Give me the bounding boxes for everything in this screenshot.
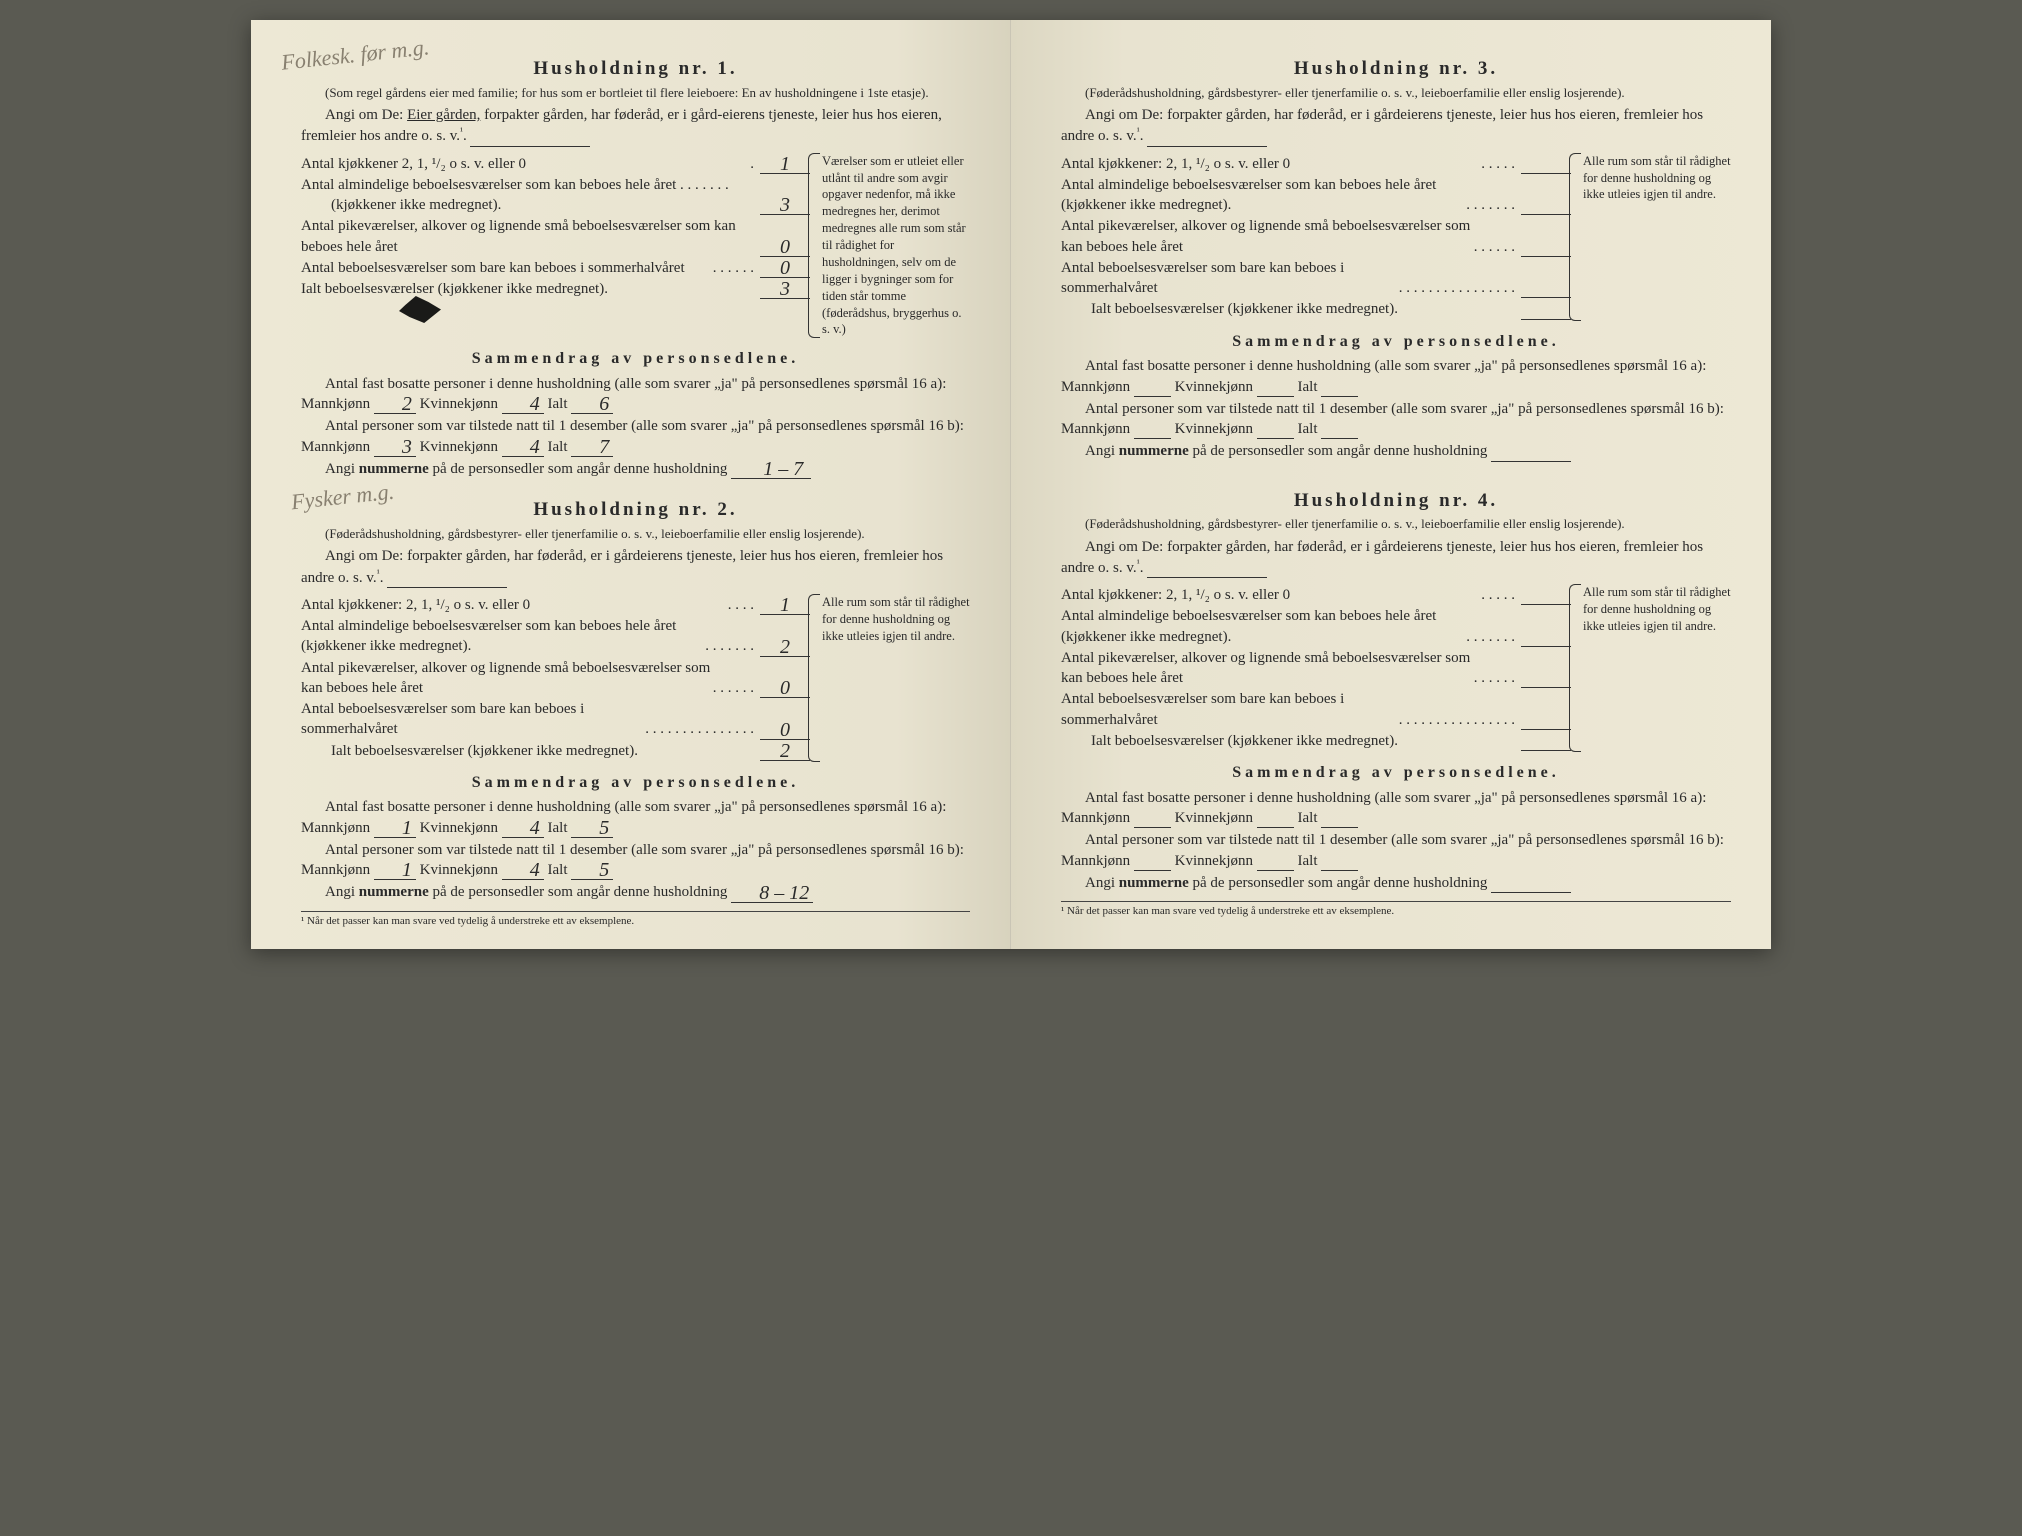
kvinne-value: 4: [502, 438, 544, 457]
summary-row: Antal fast bosatte personer i denne hush…: [1061, 356, 1731, 397]
brace-icon: [808, 153, 820, 339]
nummer-row: Angi nummerne på de personsedler som ang…: [1061, 873, 1731, 893]
nummer-row: Angi nummerne på de personsedler som ang…: [301, 882, 970, 902]
side-note: Alle rum som står til rådighet for denne…: [1571, 584, 1731, 752]
count-row: Antal pikeværelser, alkover og lignende …: [301, 658, 810, 699]
summary-row: Antal personer som var tilstede natt til…: [301, 416, 970, 457]
mann-value: 3: [374, 438, 416, 457]
row-value: 3: [760, 197, 810, 215]
right-page: Husholdning nr. 3. (Føderådshusholdning,…: [1011, 20, 1771, 949]
side-note: Alle rum som står til rådighet for denne…: [810, 594, 970, 762]
count-row: Antal beboelsesværelser som bare kan beb…: [301, 258, 810, 278]
brace-icon: [808, 594, 820, 762]
summary-row: Antal fast bosatte personer i denne hush…: [301, 797, 970, 838]
count-row: Antal almindelige beboelsesværelser som …: [301, 175, 810, 216]
room-counts-block: Antal kjøkkener: 2, 1, ¹/₂ o s. v. eller…: [1061, 153, 1731, 321]
ialt-value: 6: [571, 395, 613, 414]
room-counts-block: Antal kjøkkener: 2, 1, ¹/₂ o s. v. eller…: [1061, 584, 1731, 752]
ialt-value: 7: [571, 438, 613, 457]
angi-fill: [470, 128, 590, 147]
count-row: Antal kjøkkener: 2, 1, ¹/₂ o s. v. eller…: [1061, 585, 1571, 605]
row-label: Antal pikeværelser, alkover og lignende …: [301, 216, 754, 257]
left-page: Folkesk. før m.g. Husholdning nr. 1. (So…: [251, 20, 1011, 949]
count-row: Ialt beboelsesværelser (kjøkkener ikke m…: [1061, 731, 1571, 751]
footnote: ¹ Når det passer kan man svare ved tydel…: [1061, 901, 1731, 919]
count-row: Antal beboelsesværelser som bare kan beb…: [1061, 258, 1571, 299]
count-row: Antal almindelige beboelsesværelser som …: [1061, 175, 1571, 216]
angi-underlined: Eier gården,: [407, 107, 480, 123]
nummer-value: 1 – 7: [731, 460, 811, 479]
kvinne-value: 4: [502, 395, 544, 414]
count-row: Antal almindelige beboelsesværelser som …: [1061, 606, 1571, 647]
household-subnote: (Føderådshusholdning, gårdsbestyrer- ell…: [301, 525, 970, 543]
count-row: Ialt beboelsesværelser (kjøkkener ikke m…: [1061, 299, 1571, 319]
row-label: Antal almindelige beboelsesværelser som …: [301, 175, 754, 216]
side-note: Værelser som er utleiet eller utlånt til…: [810, 153, 970, 339]
summary-row: Antal fast bosatte personer i denne hush…: [301, 374, 970, 415]
nummer-row: Angi nummerne på de personsedler som ang…: [301, 459, 970, 479]
nummer-row: Angi nummerne på de personsedler som ang…: [1061, 441, 1731, 461]
brace-icon: [1569, 153, 1581, 321]
row-value: 3: [760, 281, 810, 299]
row-value: 0: [760, 239, 810, 257]
count-row: Antal pikeværelser, alkover og lignende …: [301, 216, 810, 257]
row-label: Antal beboelsesværelser som bare kan beb…: [301, 258, 713, 278]
household-title: Husholdning nr. 4.: [1061, 488, 1731, 514]
summary-row: Antal personer som var tilstede natt til…: [301, 840, 970, 881]
household-subnote: (Føderådshusholdning, gårdsbestyrer- ell…: [1061, 84, 1731, 102]
footnote: ¹ Når det passer kan man svare ved tydel…: [301, 911, 970, 929]
summary-row: Antal personer som var tilstede natt til…: [1061, 830, 1731, 871]
summary-row: Antal fast bosatte personer i denne hush…: [1061, 788, 1731, 829]
count-row: Antal almindelige beboelsesværelser som …: [301, 616, 810, 657]
summary-title: Sammendrag av personsedlene.: [301, 772, 970, 794]
count-row: Antal kjøkkener 2, 1, ¹/₂ o s. v. eller …: [301, 154, 810, 174]
angi-line: Angi om De: Eier gården, forpakter gårde…: [301, 105, 970, 147]
household-subnote: (Føderådshusholdning, gårdsbestyrer- ell…: [1061, 515, 1731, 533]
angi-prefix: Angi om De:: [325, 107, 403, 123]
household-title: Husholdning nr. 2.: [301, 497, 970, 523]
row-label: Antal kjøkkener 2, 1, ¹/₂ o s. v. eller …: [301, 154, 750, 174]
side-note: Alle rum som står til rådighet for denne…: [1571, 153, 1731, 321]
room-counts-block: Antal kjøkkener: 2, 1, ¹/₂ o s. v. eller…: [301, 594, 970, 762]
summary-title: Sammendrag av personsedlene.: [1061, 762, 1731, 784]
nummer-label: Angi nummerne på de personsedler som ang…: [325, 461, 727, 477]
count-row: Ialt beboelsesværelser (kjøkkener ikke m…: [301, 279, 810, 299]
count-row: Antal pikeværelser, alkover og lignende …: [1061, 216, 1571, 257]
angi-line: Angi om De: forpakter gården, har føderå…: [1061, 105, 1731, 147]
brace-icon: [1569, 584, 1581, 752]
mann-value: 2: [374, 395, 416, 414]
row-label: Ialt beboelsesværelser (kjøkkener ikke m…: [301, 279, 754, 299]
summary-row: Antal personer som var tilstede natt til…: [1061, 399, 1731, 440]
count-row: Antal kjøkkener: 2, 1, ¹/₂ o s. v. eller…: [301, 595, 810, 615]
count-row: Antal beboelsesværelser som bare kan beb…: [301, 699, 810, 740]
row-value: 1: [760, 156, 810, 174]
household-title: Husholdning nr. 3.: [1061, 56, 1731, 82]
household-subnote: (Som regel gårdens eier med familie; for…: [301, 84, 970, 102]
count-row: Ialt beboelsesværelser (kjøkkener ikke m…: [301, 741, 810, 761]
count-row: Antal kjøkkener: 2, 1, ¹/₂ o s. v. eller…: [1061, 154, 1571, 174]
count-row: Antal beboelsesværelser som bare kan beb…: [1061, 689, 1571, 730]
summary-title: Sammendrag av personsedlene.: [1061, 331, 1731, 353]
document-spread: Folkesk. før m.g. Husholdning nr. 1. (So…: [251, 20, 1771, 949]
count-row: Antal pikeværelser, alkover og lignende …: [1061, 648, 1571, 689]
summary-title: Sammendrag av personsedlene.: [301, 348, 970, 370]
footnote-ref: ¹: [460, 126, 463, 137]
row-value: 0: [760, 260, 810, 278]
angi-line: Angi om De: forpakter gården, har føderå…: [1061, 537, 1731, 579]
angi-line: Angi om De: forpakter gården, har føderå…: [301, 546, 970, 588]
